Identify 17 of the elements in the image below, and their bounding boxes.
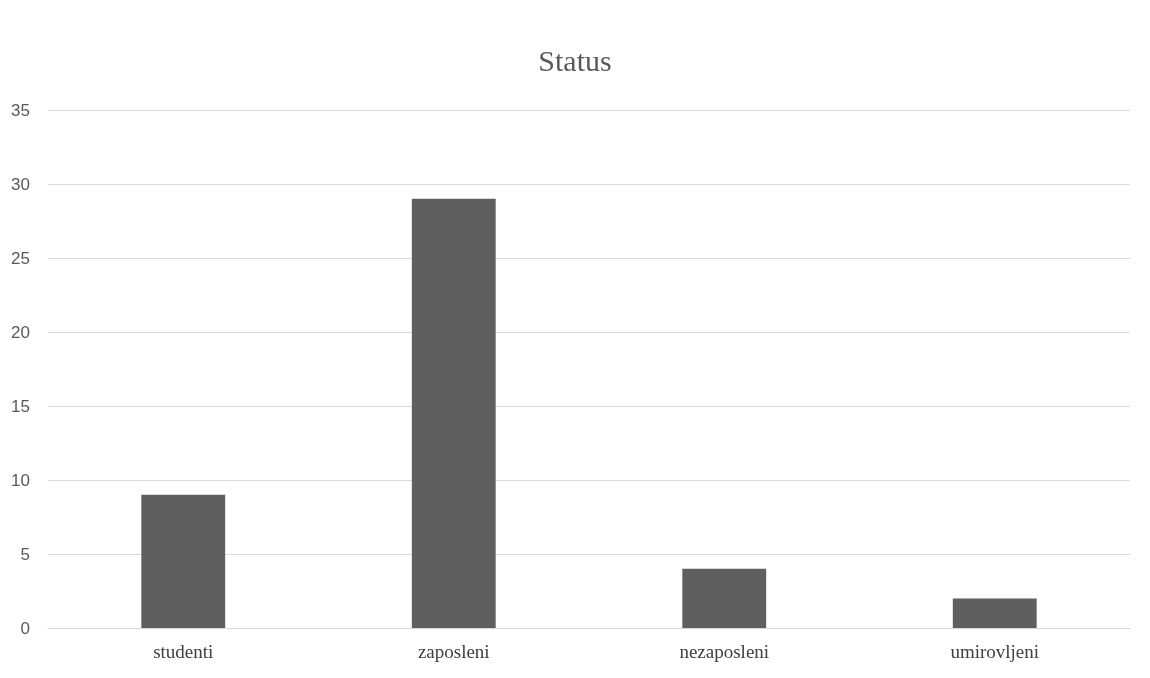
x-tick-label: nezaposleni	[679, 641, 770, 662]
bar	[682, 568, 767, 628]
y-tick-label: 5	[20, 544, 30, 564]
y-tick-label: 10	[11, 470, 30, 490]
y-tick-label: 15	[11, 396, 30, 416]
x-tick-label: zaposleni	[417, 641, 490, 662]
y-tick-label: 30	[11, 174, 30, 194]
bar	[952, 598, 1037, 628]
bar	[141, 494, 226, 628]
bar	[411, 198, 496, 628]
y-tick-label: 35	[11, 100, 30, 120]
y-tick-label: 25	[11, 248, 30, 268]
y-tick-label: 0	[20, 618, 30, 638]
x-tick-label: studenti	[153, 641, 214, 662]
y-tick-label: 20	[11, 322, 30, 342]
chart-title: Status	[538, 43, 612, 77]
x-tick-label: umirovljeni	[950, 641, 1040, 662]
